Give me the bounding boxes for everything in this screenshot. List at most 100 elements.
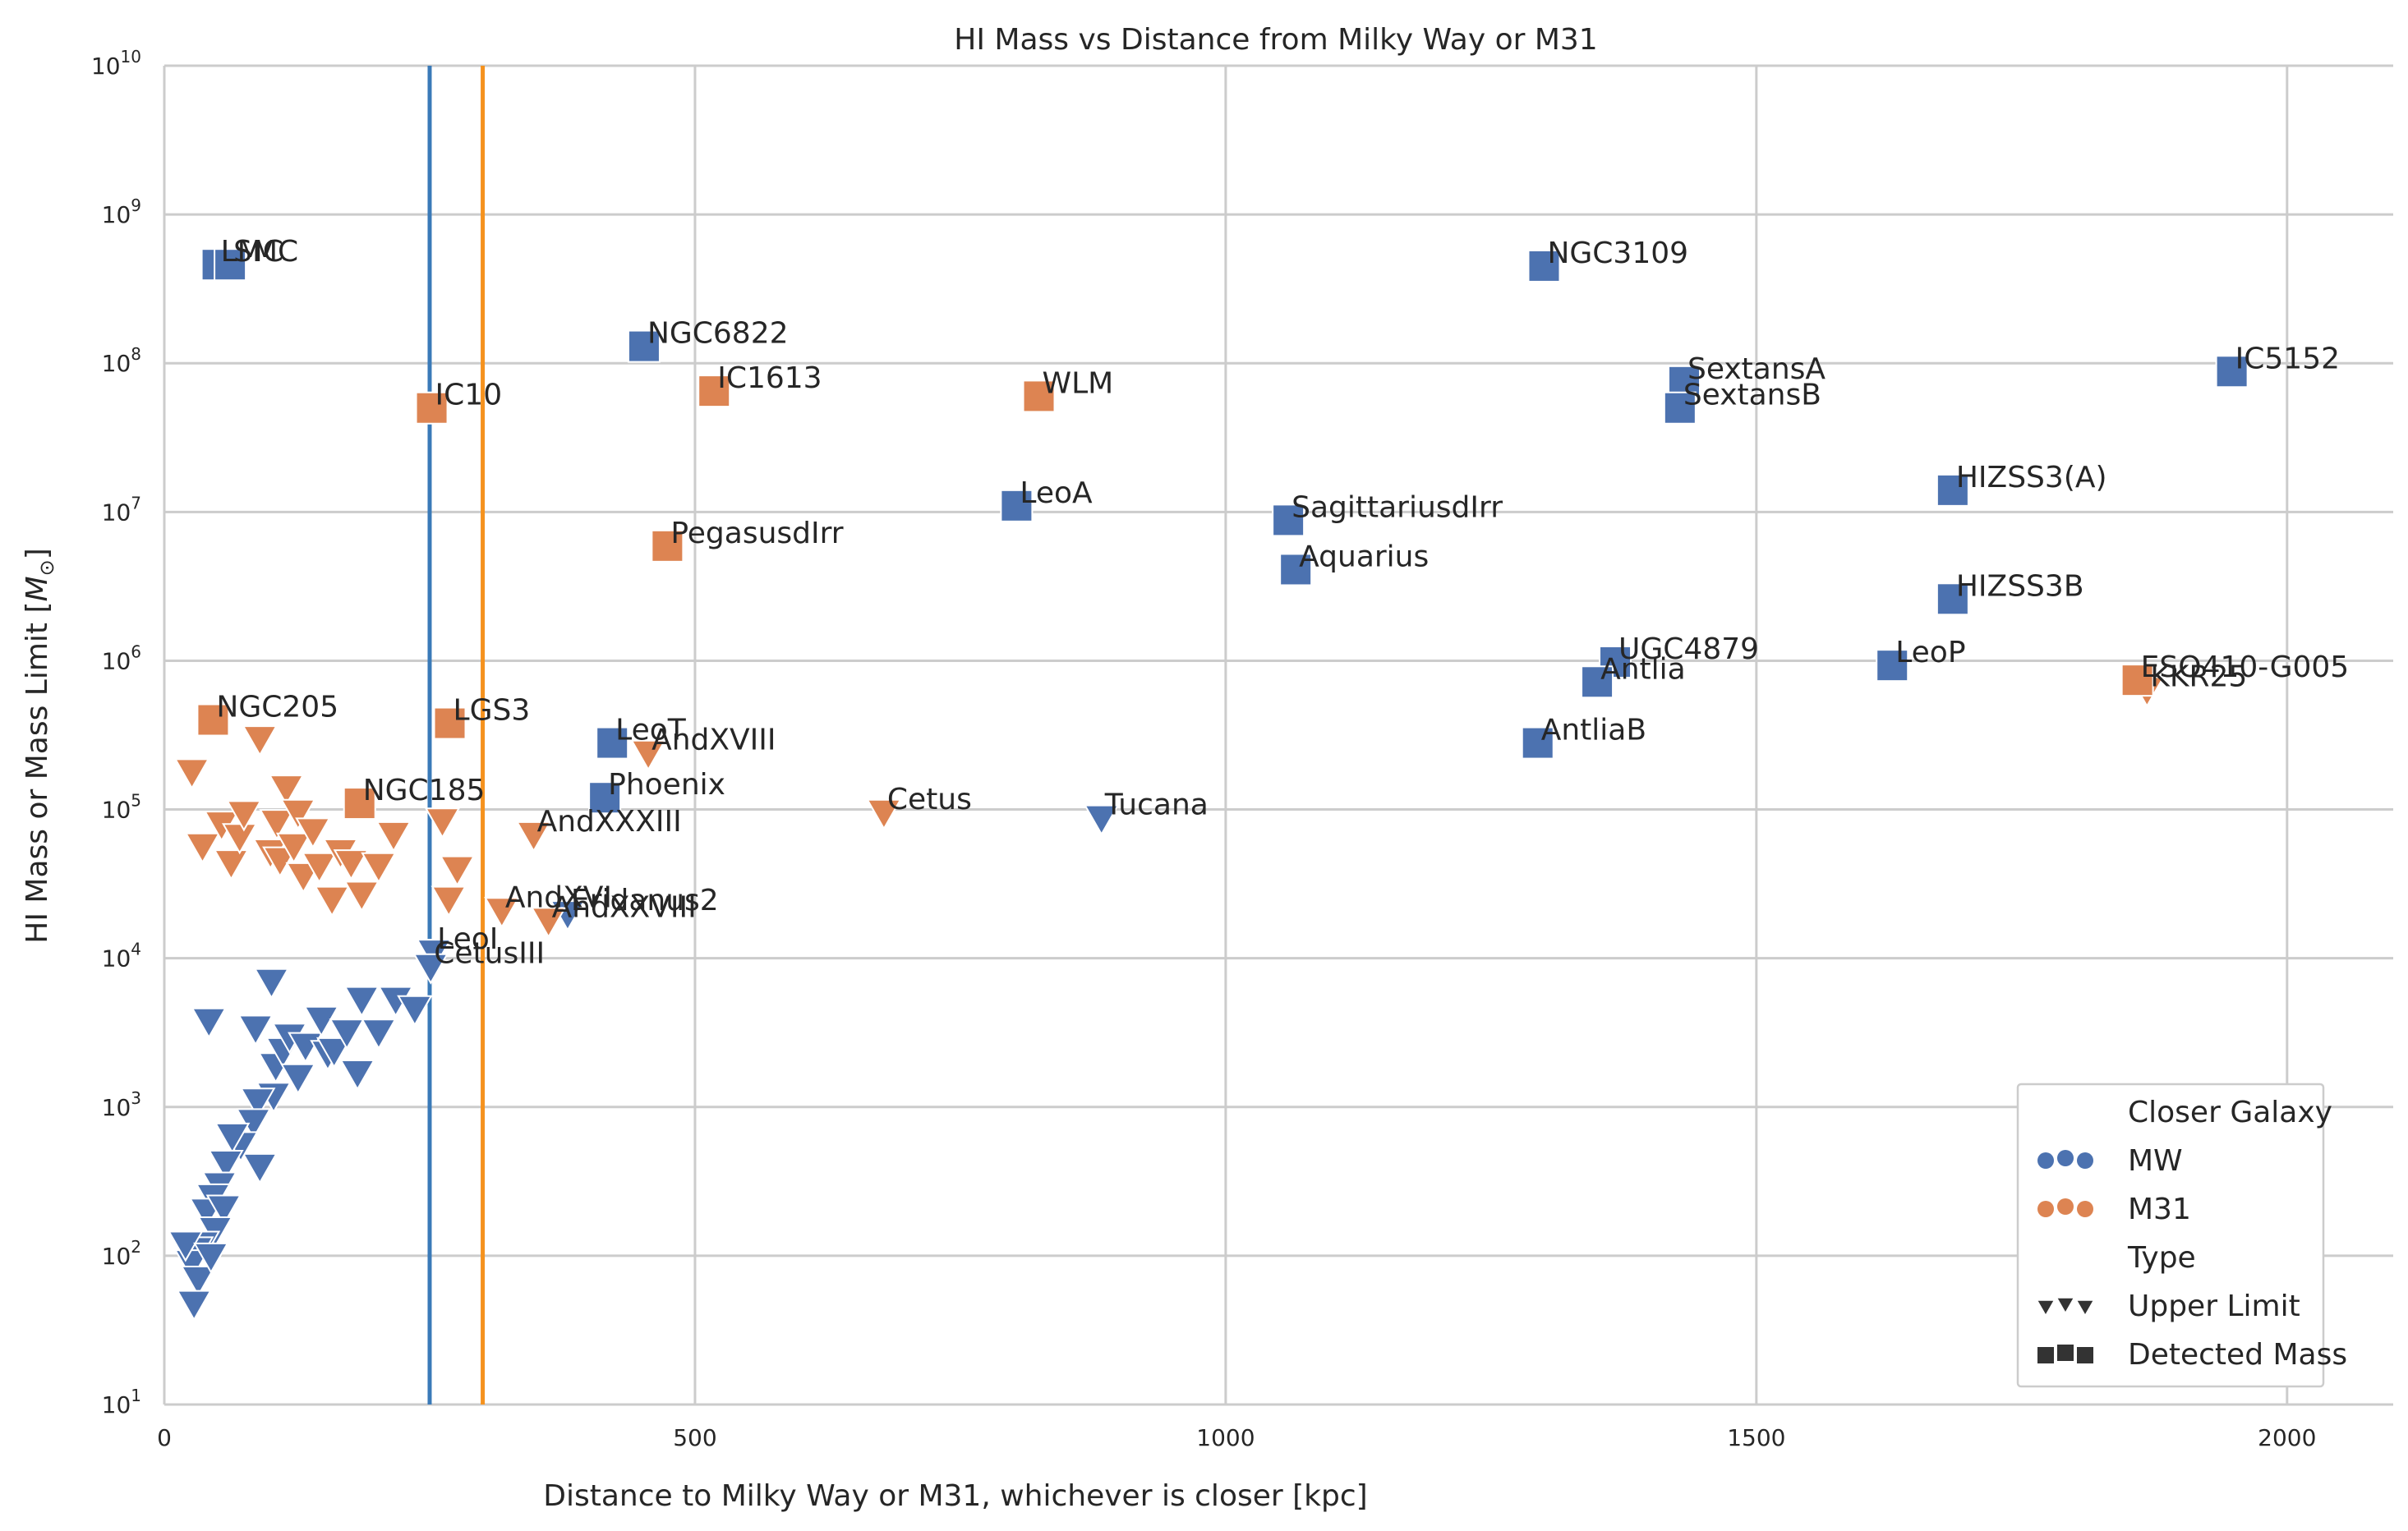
point-label: Aquarius: [1299, 540, 1429, 573]
upper-limit-marker: [343, 986, 380, 1018]
detected-mass-marker: [698, 375, 731, 408]
legend-hue-dot: [2037, 1201, 2054, 1217]
point-label: IC5152: [2235, 342, 2340, 375]
detected-mass-marker: [214, 248, 247, 282]
point-label: Phoenix: [608, 768, 725, 802]
upper-limit-marker: [180, 1265, 217, 1297]
upper-limit-marker: [397, 995, 433, 1027]
point-label: ESO410-G005: [2141, 651, 2350, 684]
point-label: AndXXVIII: [552, 890, 697, 924]
upper-limit-marker: [268, 775, 305, 807]
y-tick-label: 109: [102, 195, 141, 228]
upper-limit-marker: [205, 1194, 242, 1226]
point-label: LGS3: [454, 694, 531, 728]
point-label: LeoP: [1895, 636, 1965, 669]
point-label: SMC: [233, 235, 298, 269]
chart-title: HI Mass vs Distance from Milky Way or M3…: [954, 23, 1597, 57]
point-label: SextansA: [1687, 352, 1826, 386]
upper-limit-marker: [237, 1014, 274, 1046]
x-tick-label: 1000: [1196, 1424, 1255, 1451]
upper-limit-marker: [193, 1242, 229, 1274]
legend-item-mw: [2037, 1150, 2093, 1169]
upper-limit-marker: [275, 832, 312, 864]
upper-limit-marker: [1084, 804, 1120, 836]
upper-limit-marker: [226, 800, 262, 832]
point-label: Eridanus2: [571, 884, 719, 917]
point-label: AndXXXIII: [537, 805, 682, 839]
detected-mass-marker: [1527, 249, 1561, 283]
point-label: IC10: [435, 379, 503, 412]
upper-limit-marker: [333, 849, 370, 881]
upper-limit-marker: [208, 1150, 244, 1182]
upper-limit-marker: [530, 907, 567, 939]
upper-limit-marker: [239, 1087, 276, 1120]
y-tick-label: 102: [102, 1237, 141, 1270]
upper-limit-marker: [866, 798, 902, 830]
detected-mass-marker: [1876, 649, 1909, 683]
upper-limit-marker: [303, 1005, 339, 1037]
point-label: NGC205: [216, 691, 338, 724]
point-label: LeoI: [437, 922, 498, 956]
legend-box: [2016, 1083, 2325, 1388]
legend-item-upper-limit: [2035, 1296, 2096, 1318]
x-axis-ticks: 0 500 1000 1500 2000: [157, 1424, 2316, 1451]
point-label: LMC: [221, 235, 283, 269]
x-axis-label: Distance to Milky Way or M31, whichever …: [543, 1479, 1367, 1513]
detected-mass-marker: [588, 781, 622, 815]
plot-frame: [163, 66, 2393, 1406]
upper-limit-marker: [343, 880, 380, 913]
y-tick-label: 1010: [91, 47, 141, 80]
upper-limit-marker: [339, 1060, 375, 1092]
legend-hue-dot: [2057, 1150, 2074, 1166]
legend-hue-dot: [2057, 1198, 2074, 1215]
y-tick-label: 101: [102, 1386, 141, 1418]
legend-triangle: [2055, 1296, 2076, 1316]
legend-triangle: [2035, 1299, 2056, 1318]
point-label: SextansB: [1683, 379, 1821, 412]
point-label: AntliaB: [1541, 714, 1646, 747]
upper-limit-marker: [329, 1018, 365, 1051]
upper-limit-marker: [515, 821, 552, 853]
detected-mass-marker: [1022, 379, 1056, 413]
detected-mass-marker: [2120, 664, 2154, 697]
upper-limit-marker: [173, 758, 210, 790]
detected-mass-marker: [651, 529, 684, 563]
upper-limit-marker: [375, 821, 412, 853]
upper-limit-marker: [253, 968, 290, 1000]
detected-mass-marker: [1936, 473, 1969, 507]
point-label: KKR25: [2150, 660, 2247, 694]
detected-mass-marker: [2215, 355, 2249, 388]
detected-mass-marker: [1521, 726, 1554, 760]
legend: Closer Galaxy MW M31 Type Upper Limit De…: [2016, 1083, 2347, 1388]
upper-limit-marker: [484, 897, 520, 929]
point-label: HIZSS3B: [1956, 569, 2084, 603]
y-tick-label: 106: [102, 641, 141, 674]
upper-limit-marker: [176, 1290, 212, 1322]
point-label: UGC4879: [1618, 632, 1759, 666]
detected-mass-marker: [1936, 582, 1969, 616]
upper-limit-marker: [361, 852, 397, 884]
upper-limit-marker: [412, 953, 449, 985]
upper-limit-marker: [285, 862, 321, 894]
y-axis-ticks: 101 102 103 104 105 106 107 108 109 1010: [91, 47, 141, 1418]
detected-mass-marker: [627, 329, 661, 363]
point-label: LeoA: [1020, 476, 1093, 510]
legend-title-style: Type: [2127, 1241, 2196, 1275]
legend-title-hue: Closer Galaxy: [2128, 1096, 2332, 1129]
point-label: AndXVI: [505, 880, 612, 914]
y-tick-label: 105: [102, 791, 141, 824]
detected-mass-marker: [433, 706, 467, 740]
detected-mass-marker: [596, 726, 629, 760]
upper-limit-marker: [214, 1122, 251, 1154]
data-markers: [168, 248, 2249, 1322]
legend-label-detected-mass: Detected Mass: [2128, 1338, 2347, 1372]
detected-mass-marker: [1279, 553, 1313, 586]
point-label: PegasusdIrr: [670, 517, 843, 550]
legend-hue-dot: [2037, 1152, 2054, 1169]
legend-square: [2037, 1347, 2054, 1363]
x-tick-label: 1500: [1727, 1424, 1785, 1451]
legend-hue-dot: [2077, 1152, 2093, 1169]
upper-limit-marker: [301, 852, 338, 884]
